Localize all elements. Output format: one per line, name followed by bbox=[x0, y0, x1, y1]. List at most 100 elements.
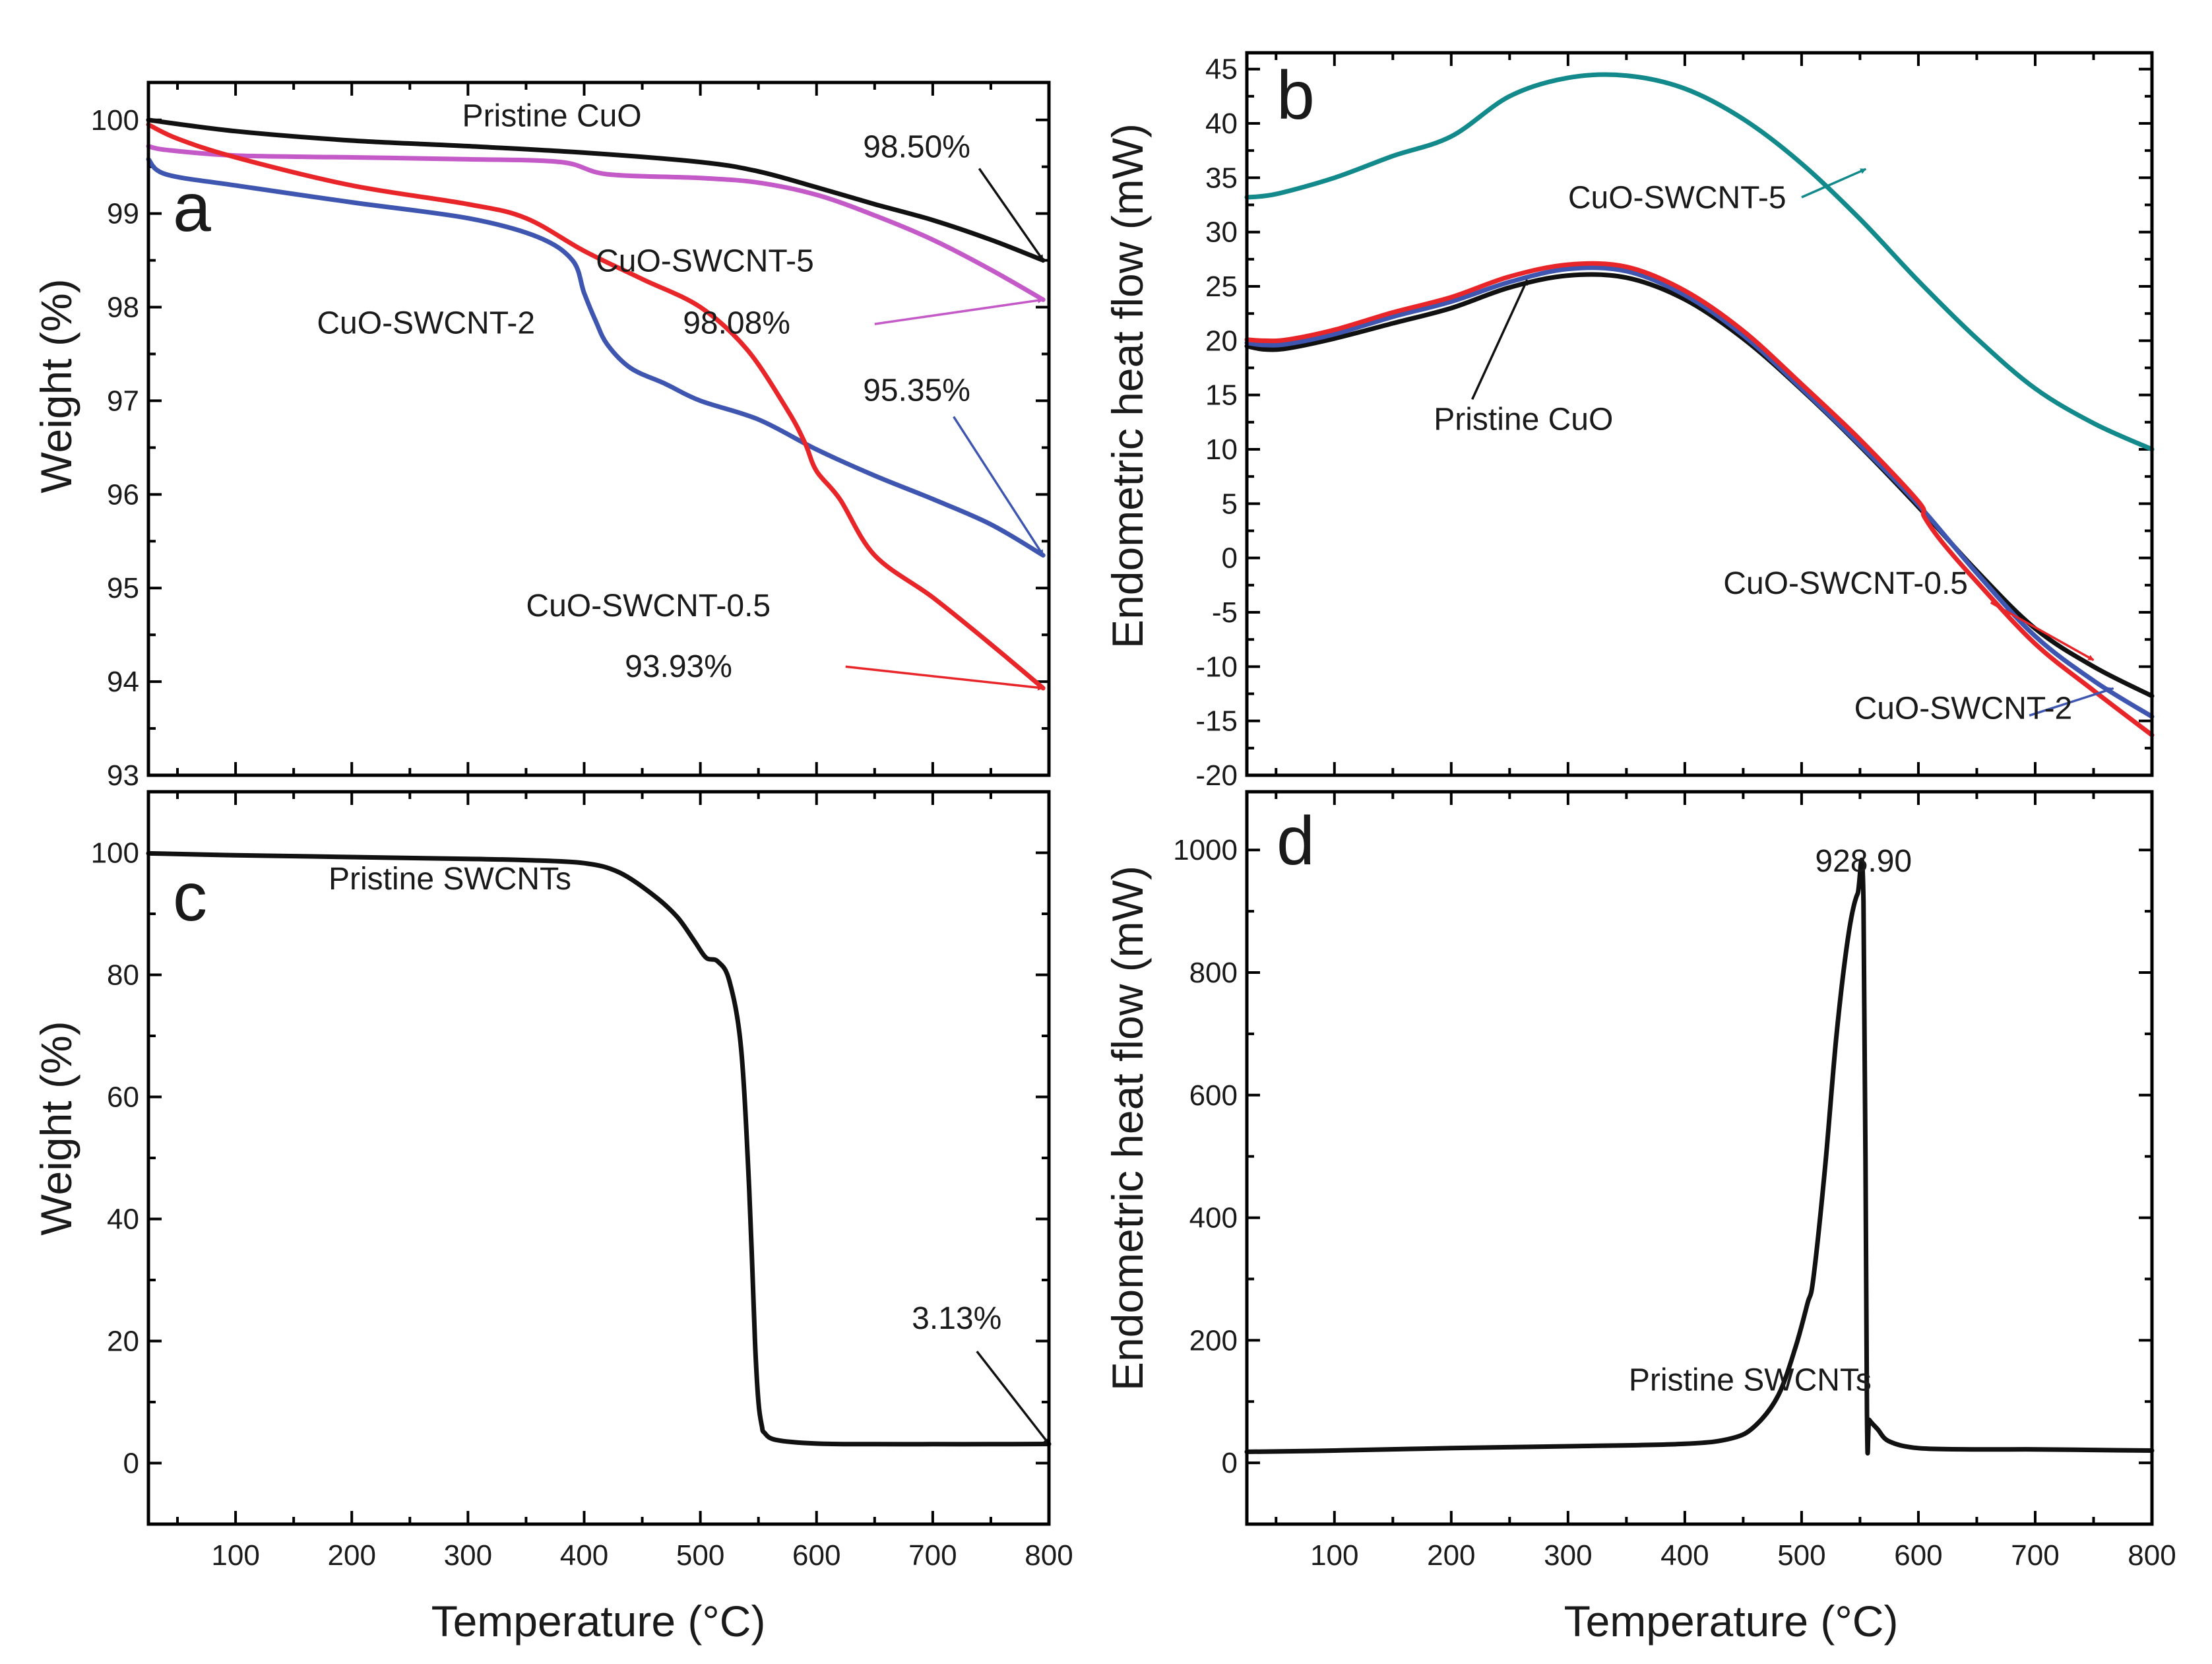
annotation-b-2: CuO-SWCNT-0.5 bbox=[1723, 566, 1968, 601]
annotation-c-1: 3.13% bbox=[912, 1301, 1001, 1336]
annotation-arrow-b-3 bbox=[2029, 687, 2114, 717]
annotation-arrow-a-2 bbox=[953, 416, 1044, 556]
panel-label-d: d bbox=[1277, 803, 1315, 880]
y-axis-title-d: Endometric heat flow (mW) bbox=[1103, 866, 1152, 1391]
panel-label-a: a bbox=[173, 170, 211, 246]
y-tick-label-b-10: 30 bbox=[1205, 216, 1238, 249]
annotation-arrow-a-0 bbox=[978, 168, 1044, 261]
annotation-d-0: Pristine SWCNTs bbox=[1629, 1363, 1872, 1398]
y-tick-label-b-9: 25 bbox=[1205, 271, 1238, 303]
y-tick-label-d-5: 1000 bbox=[1173, 834, 1238, 866]
y-tick-label-d-2: 400 bbox=[1189, 1202, 1238, 1234]
series-a-pristine-cuo bbox=[146, 117, 1046, 263]
annotation-a-0: Pristine CuO bbox=[462, 99, 642, 134]
series-b-cuo-swcnt-0-5 bbox=[1244, 261, 2155, 738]
x-tick-label-d-700: 700 bbox=[2011, 1539, 2059, 1572]
y-tick-label-b-8: 20 bbox=[1205, 325, 1238, 357]
panel-a: 93 94 95 96 97 98 99 100 Pristine CuO CuO-SWCNT-5… bbox=[32, 80, 1051, 792]
series-a-cuo-swcnt-2 bbox=[146, 156, 1046, 558]
y-tick-label-a-4: 97 bbox=[107, 385, 139, 417]
y-axis-title-b: Endometric heat flow (mW) bbox=[1103, 123, 1152, 649]
y-tick-label-b-1: -15 bbox=[1195, 705, 1238, 738]
panel-b: -20 -15 -10 -5 0 5 10 15 20 25 30 35 40 45 CuO-SWCNT-5… bbox=[1103, 51, 2155, 792]
x-tick-label-d-100: 100 bbox=[1310, 1539, 1358, 1572]
series-a-cuo-swcnt-5 bbox=[146, 144, 1046, 302]
panel-d: 100 200 300 400 500 600 700 800 0 200 400 600 800 100… bbox=[1103, 790, 2176, 1646]
x-tick-label-c-800: 800 bbox=[1025, 1539, 1073, 1572]
y-tick-label-a-5: 98 bbox=[107, 292, 139, 324]
annotation-b-1: Pristine CuO bbox=[1434, 402, 1613, 437]
series-c-pristine-swcnts bbox=[146, 850, 1052, 1447]
plot-frame-a bbox=[146, 80, 1051, 777]
y-tick-label-b-7: 15 bbox=[1205, 379, 1238, 412]
y-tick-label-b-12: 40 bbox=[1205, 108, 1238, 140]
annotation-a-2: CuO-SWCNT-2 bbox=[317, 305, 535, 340]
panel-label-b: b bbox=[1277, 57, 1315, 134]
x-tick-label-d-300: 300 bbox=[1544, 1539, 1592, 1572]
plot-frame-c bbox=[146, 790, 1051, 1526]
x-tick-label-c-100: 100 bbox=[211, 1539, 259, 1572]
y-tick-label-c-3: 60 bbox=[107, 1081, 139, 1114]
annotation-a-4: 98.50% bbox=[863, 130, 970, 165]
y-tick-label-b-0: -20 bbox=[1195, 759, 1238, 792]
y-tick-label-c-4: 80 bbox=[107, 959, 139, 992]
annotation-b-0: CuO-SWCNT-5 bbox=[1568, 180, 1786, 215]
annotation-a-3: CuO-SWCNT-0.5 bbox=[526, 589, 771, 624]
y-tick-label-b-3: -5 bbox=[1212, 596, 1238, 629]
series-d-pristine-swcnts bbox=[1244, 857, 2155, 1456]
x-tick-label-c-700: 700 bbox=[908, 1539, 957, 1572]
plot-area-c: 100 200 300 400 500 600 700 800 0 20 40 60 80 100 Pris… bbox=[91, 790, 1073, 1572]
y-tick-label-c-0: 0 bbox=[123, 1448, 139, 1480]
annotation-arrow-b-2 bbox=[1990, 601, 2095, 661]
plot-area-a: 93 94 95 96 97 98 99 100 Pristine CuO CuO-SWCNT-5… bbox=[91, 80, 1051, 792]
y-axis-title-c: Weight (%) bbox=[32, 1021, 80, 1235]
x-tick-label-d-500: 500 bbox=[1777, 1539, 1825, 1572]
panel-c: 100 200 300 400 500 600 700 800 0 20 40 60 80 100 Pris… bbox=[32, 790, 1073, 1646]
annotation-a-7: 93.93% bbox=[625, 649, 732, 684]
plot-area-d: 100 200 300 400 500 600 700 800 0 200 400 600 800 100… bbox=[1173, 790, 2176, 1572]
annotation-arrow-b-0 bbox=[1801, 168, 1867, 199]
annotation-d-1: 928.90 bbox=[1815, 844, 1912, 879]
y-tick-label-b-4: 0 bbox=[1222, 542, 1238, 575]
x-tick-label-c-400: 400 bbox=[560, 1539, 608, 1572]
y-tick-label-b-5: 5 bbox=[1222, 488, 1238, 520]
y-tick-label-b-2: -10 bbox=[1195, 651, 1238, 683]
y-tick-label-b-11: 35 bbox=[1205, 162, 1238, 194]
series-b-cuo-swcnt-5 bbox=[1244, 72, 2155, 452]
y-tick-label-d-0: 0 bbox=[1222, 1447, 1238, 1479]
x-tick-label-c-600: 600 bbox=[792, 1539, 840, 1572]
annotation-a-1: CuO-SWCNT-5 bbox=[596, 244, 814, 279]
y-tick-label-b-13: 45 bbox=[1205, 53, 1238, 86]
x-tick-label-c-300: 300 bbox=[444, 1539, 492, 1572]
x-tick-label-c-200: 200 bbox=[328, 1539, 376, 1572]
x-axis-title-c: Temperature (°C) bbox=[431, 1597, 766, 1646]
y-tick-label-c-2: 40 bbox=[107, 1203, 139, 1236]
x-tick-label-d-400: 400 bbox=[1660, 1539, 1709, 1572]
y-tick-label-a-3: 96 bbox=[107, 478, 139, 511]
series-b-pristine-cuo bbox=[1244, 272, 2155, 699]
y-tick-label-c-5: 100 bbox=[91, 837, 139, 870]
annotation-a-6: 95.35% bbox=[863, 373, 970, 408]
plot-area-b: -20 -15 -10 -5 0 5 10 15 20 25 30 35 40 45 CuO-SWCNT-5… bbox=[1195, 51, 2155, 792]
annotation-c-0: Pristine SWCNTs bbox=[329, 862, 571, 897]
annotation-arrow-b-1 bbox=[1471, 279, 1529, 400]
y-tick-label-a-7: 100 bbox=[91, 104, 139, 137]
y-tick-label-d-3: 600 bbox=[1189, 1079, 1238, 1112]
y-tick-label-a-2: 95 bbox=[107, 572, 139, 604]
x-tick-label-d-800: 800 bbox=[2128, 1539, 2176, 1572]
x-tick-label-d-600: 600 bbox=[1894, 1539, 1942, 1572]
y-tick-label-a-6: 99 bbox=[107, 198, 139, 230]
x-tick-label-d-200: 200 bbox=[1427, 1539, 1475, 1572]
plot-frame-d bbox=[1245, 790, 2154, 1526]
x-axis-title-d: Temperature (°C) bbox=[1564, 1597, 1899, 1646]
y-tick-label-b-6: 10 bbox=[1205, 433, 1238, 466]
y-tick-label-d-4: 800 bbox=[1189, 957, 1238, 989]
annotation-arrow-a-3 bbox=[845, 665, 1044, 691]
annotation-arrow-c-0 bbox=[976, 1351, 1050, 1445]
panel-label-c: c bbox=[173, 859, 207, 936]
x-tick-label-c-500: 500 bbox=[676, 1539, 724, 1572]
annotation-a-5: 98.08% bbox=[683, 305, 790, 340]
series-b-cuo-swcnt-2 bbox=[1244, 265, 2155, 719]
plot-frame-b bbox=[1245, 51, 2154, 777]
